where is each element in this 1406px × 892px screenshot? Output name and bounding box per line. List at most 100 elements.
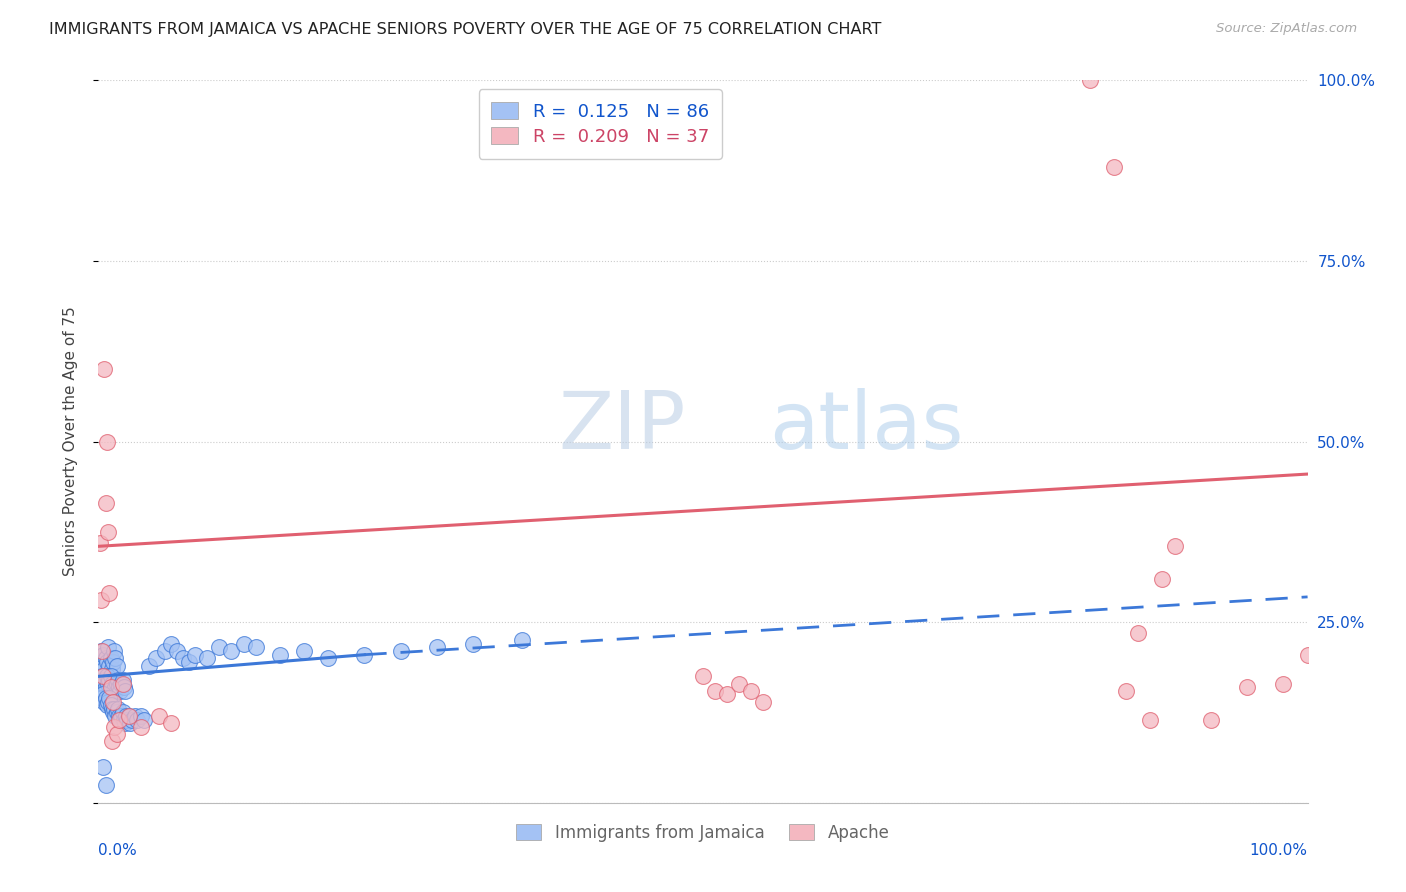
Point xyxy=(100,676,122,690)
Point xyxy=(1199,713,1222,727)
Point xyxy=(245,640,267,655)
Point xyxy=(1152,572,1174,586)
Point xyxy=(103,720,125,734)
Point xyxy=(121,713,143,727)
Point xyxy=(105,676,128,690)
Point xyxy=(100,698,122,713)
Point xyxy=(97,524,120,539)
Point xyxy=(93,662,115,676)
Point xyxy=(716,687,738,701)
Point xyxy=(145,651,167,665)
Point xyxy=(98,658,121,673)
Point xyxy=(94,680,117,694)
Point xyxy=(118,716,141,731)
Point xyxy=(98,586,121,600)
Point xyxy=(117,713,139,727)
Point xyxy=(692,669,714,683)
Point xyxy=(426,640,449,655)
Point xyxy=(110,676,132,690)
Point xyxy=(104,709,127,723)
Point xyxy=(101,706,124,720)
Point xyxy=(108,713,131,727)
Point xyxy=(129,720,152,734)
Point xyxy=(100,651,122,665)
Point xyxy=(91,655,114,669)
Point xyxy=(127,713,149,727)
Point xyxy=(101,695,124,709)
Point xyxy=(104,651,127,665)
Point xyxy=(111,706,134,720)
Point xyxy=(740,683,762,698)
Point xyxy=(100,662,122,676)
Point xyxy=(172,651,194,665)
Point xyxy=(108,709,131,723)
Point xyxy=(510,633,533,648)
Point xyxy=(94,691,117,706)
Point xyxy=(91,687,114,701)
Point xyxy=(1296,648,1319,662)
Point xyxy=(105,727,128,741)
Point xyxy=(1078,73,1101,87)
Legend: Immigrants from Jamaica, Apache: Immigrants from Jamaica, Apache xyxy=(510,817,896,848)
Point xyxy=(112,680,135,694)
Point xyxy=(97,695,120,709)
Point xyxy=(1102,160,1125,174)
Point xyxy=(752,695,775,709)
Point xyxy=(1236,680,1258,694)
Point xyxy=(97,676,120,690)
Point xyxy=(90,644,112,658)
Point xyxy=(160,637,183,651)
Point xyxy=(148,709,170,723)
Point xyxy=(91,760,114,774)
Point xyxy=(93,673,115,687)
Point xyxy=(96,434,118,449)
Point xyxy=(91,691,114,706)
Text: 100.0%: 100.0% xyxy=(1250,843,1308,857)
Point xyxy=(91,669,114,683)
Point xyxy=(728,676,751,690)
Point xyxy=(100,669,122,683)
Text: 0.0%: 0.0% xyxy=(98,843,138,857)
Text: ZIP: ZIP xyxy=(558,388,685,467)
Point xyxy=(1115,683,1137,698)
Point xyxy=(96,698,118,713)
Point xyxy=(91,669,114,683)
Text: atlas: atlas xyxy=(769,388,965,467)
Point xyxy=(94,496,117,510)
Point xyxy=(118,709,141,723)
Point xyxy=(89,535,111,549)
Point xyxy=(124,709,146,723)
Point xyxy=(93,362,115,376)
Point xyxy=(96,669,118,683)
Point xyxy=(292,644,315,658)
Point xyxy=(129,709,152,723)
Point xyxy=(160,716,183,731)
Point xyxy=(179,655,201,669)
Point xyxy=(98,673,121,687)
Point xyxy=(98,691,121,706)
Point xyxy=(138,658,160,673)
Point xyxy=(101,683,124,698)
Point xyxy=(110,709,132,723)
Point xyxy=(111,676,134,690)
Point xyxy=(316,651,339,665)
Y-axis label: Seniors Poverty Over the Age of 75: Seniors Poverty Over the Age of 75 xyxy=(63,307,77,576)
Point xyxy=(93,695,115,709)
Text: IMMIGRANTS FROM JAMAICA VS APACHE SENIORS POVERTY OVER THE AGE OF 75 CORRELATION: IMMIGRANTS FROM JAMAICA VS APACHE SENIOR… xyxy=(49,22,882,37)
Point xyxy=(389,644,412,658)
Point xyxy=(108,680,131,694)
Point xyxy=(463,637,485,651)
Point xyxy=(103,687,125,701)
Point xyxy=(232,637,254,651)
Point xyxy=(105,706,128,720)
Point xyxy=(184,648,207,662)
Point xyxy=(94,778,117,792)
Point xyxy=(107,702,129,716)
Point xyxy=(134,713,156,727)
Point xyxy=(1139,713,1161,727)
Point xyxy=(97,640,120,655)
Point xyxy=(100,702,122,716)
Point xyxy=(91,676,114,690)
Point xyxy=(96,655,118,669)
Point xyxy=(100,680,122,694)
